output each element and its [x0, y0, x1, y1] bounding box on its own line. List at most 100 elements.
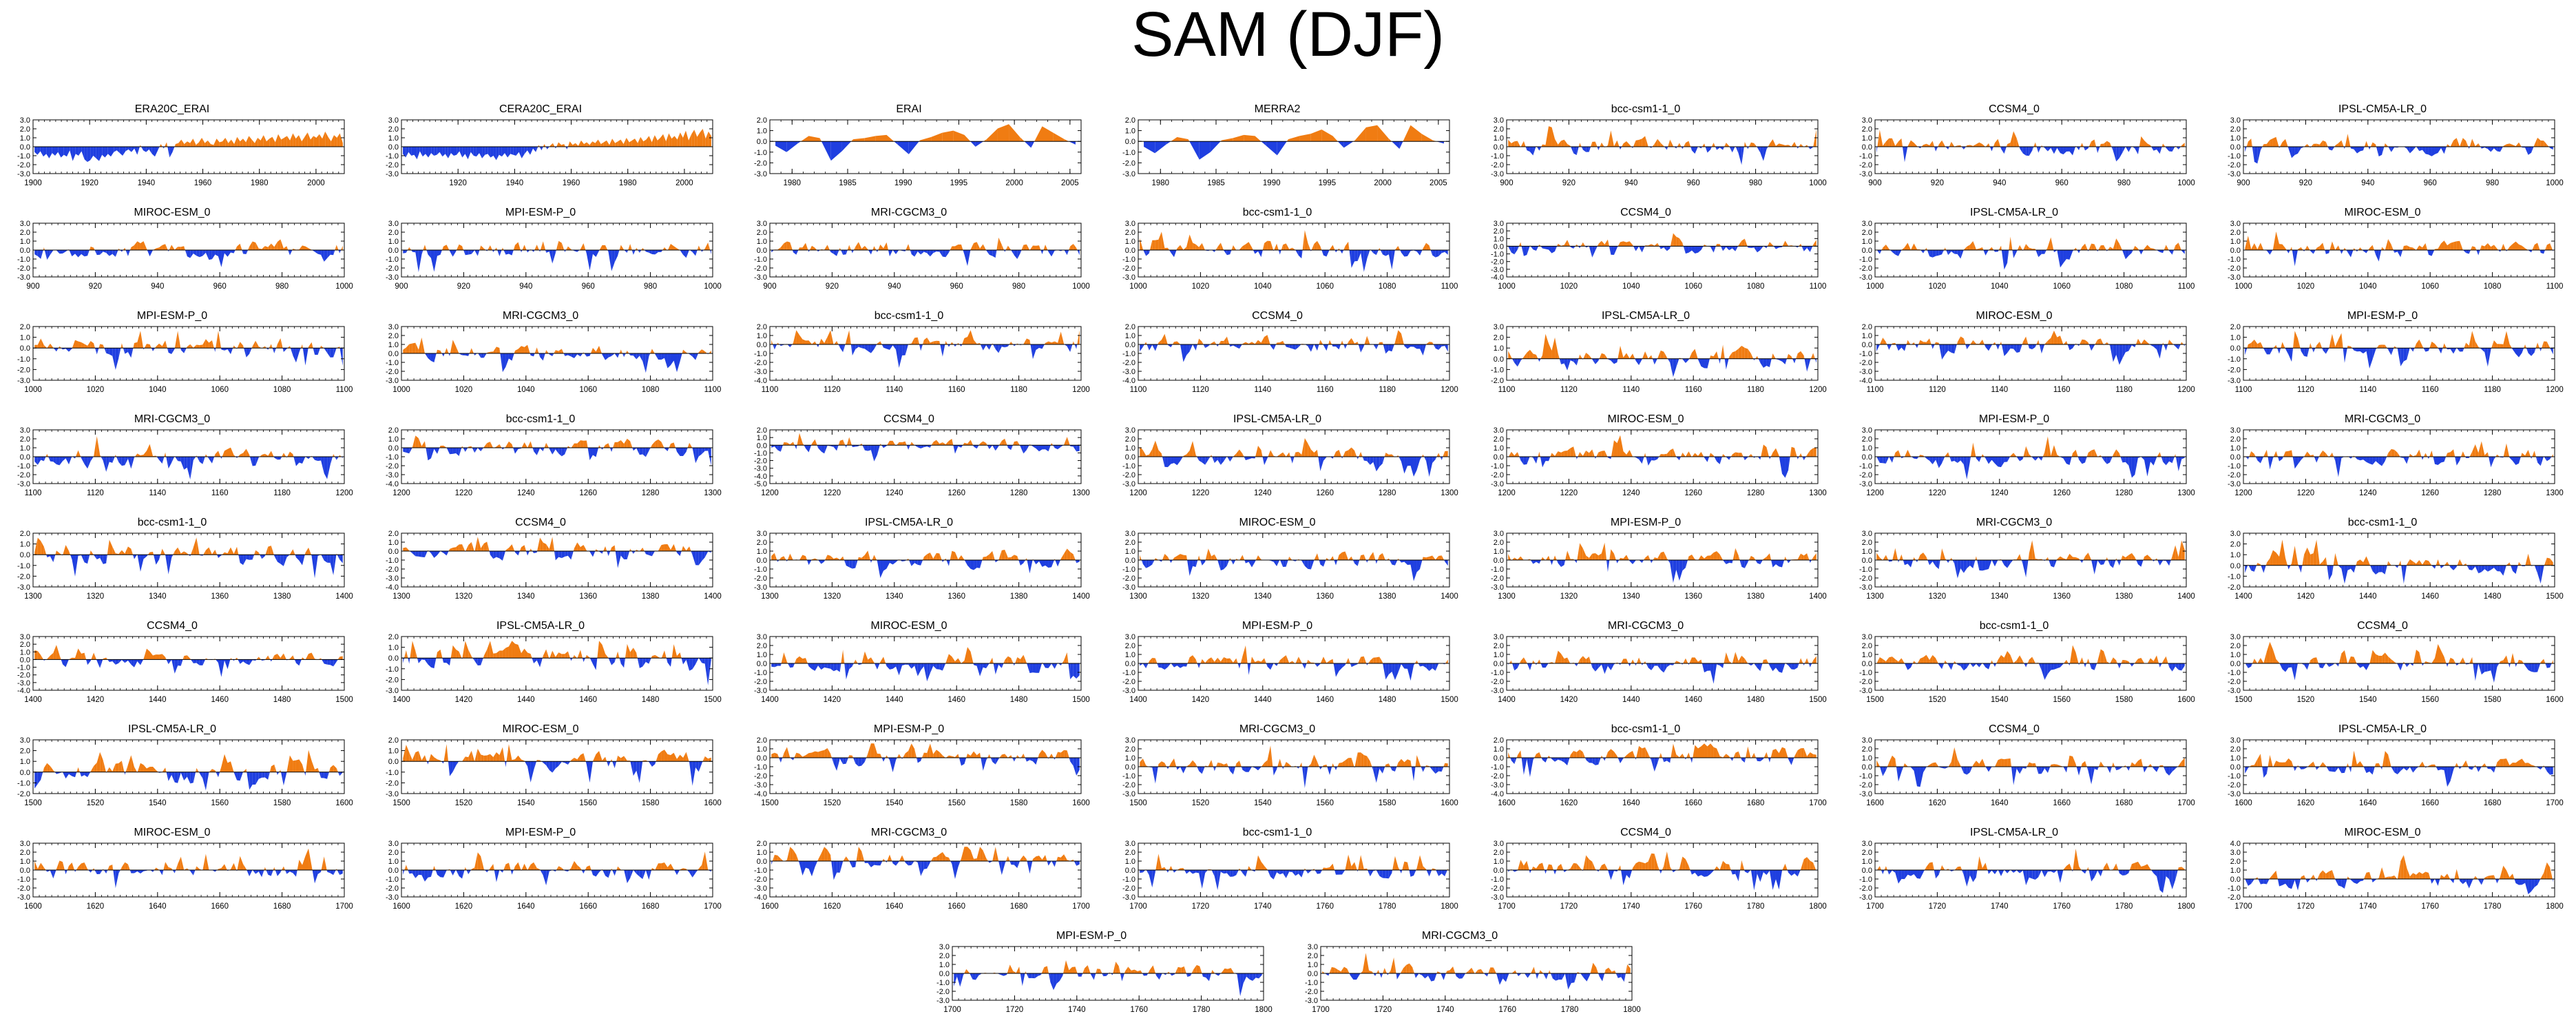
negative-area-segment	[468, 147, 471, 160]
y-tick-label: 0.0	[1862, 247, 1872, 255]
negative-area-segment	[2157, 147, 2160, 154]
negative-area-segment	[34, 250, 38, 256]
positive-area-segment	[1635, 139, 1640, 147]
negative-area-segment	[2444, 147, 2447, 154]
positive-area-segment	[228, 139, 231, 147]
negative-area-segment	[1766, 246, 1768, 249]
negative-area-segment	[2113, 147, 2117, 162]
negative-area-segment	[112, 348, 116, 371]
negative-area-segment	[339, 250, 342, 254]
positive-area-segment	[2080, 247, 2082, 250]
positive-area-segment	[830, 330, 834, 344]
negative-area-segment	[61, 147, 64, 158]
positive-area-segment	[2166, 245, 2169, 250]
negative-area-segment	[1551, 246, 1556, 254]
positive-area-segment	[242, 138, 247, 147]
x-tick-label: 1080	[642, 386, 660, 394]
negative-area-segment	[172, 147, 175, 152]
negative-area-segment	[457, 147, 460, 155]
positive-area-segment	[1511, 357, 1513, 359]
negative-area-segment	[2128, 147, 2132, 152]
negative-area-segment	[1932, 250, 1936, 258]
negative-area-segment	[2350, 147, 2354, 149]
positive-area-segment	[2503, 144, 2506, 147]
negative-area-segment	[892, 250, 897, 254]
negative-area-segment	[1014, 344, 1016, 347]
positive-area-segment	[2384, 143, 2385, 147]
positive-area-segment	[2537, 137, 2541, 147]
positive-area-segment	[567, 246, 572, 250]
negative-area-segment	[552, 250, 556, 264]
negative-area-segment	[1573, 246, 1575, 249]
positive-area-segment	[1979, 247, 1982, 250]
negative-area-segment	[143, 147, 147, 152]
positive-area-segment	[677, 248, 680, 250]
positive-area-segment	[673, 246, 678, 250]
negative-area-segment	[1233, 344, 1237, 348]
negative-area-segment	[428, 353, 431, 361]
positive-area-segment	[1676, 236, 1679, 247]
negative-area-segment	[1230, 250, 1232, 255]
positive-area-segment	[1222, 138, 1233, 142]
negative-area-segment	[2057, 250, 2060, 268]
negative-area-segment	[1070, 344, 1073, 353]
panel-title: MPI-ESM-P_0	[505, 207, 576, 218]
positive-area-segment	[240, 243, 242, 250]
positive-area-segment	[1549, 126, 1552, 147]
positive-area-segment	[1073, 341, 1075, 344]
negative-area-segment	[1373, 250, 1376, 256]
negative-area-segment	[989, 344, 992, 350]
negative-area-segment	[967, 250, 971, 267]
positive-area-segment	[1242, 342, 1246, 344]
positive-area-segment	[638, 136, 641, 147]
negative-area-segment	[75, 147, 79, 156]
y-tick-label: 0.0	[1494, 355, 1504, 364]
negative-area-segment	[283, 348, 287, 352]
negative-area-segment	[242, 250, 244, 254]
positive-area-segment	[1255, 136, 1261, 142]
negative-area-segment	[1757, 246, 1761, 253]
negative-area-segment	[2497, 147, 2500, 152]
positive-area-segment	[1158, 231, 1162, 250]
negative-area-segment	[1613, 358, 1617, 364]
positive-area-segment	[970, 242, 974, 250]
negative-area-segment	[2431, 250, 2435, 256]
positive-area-segment	[1738, 240, 1742, 247]
positive-area-segment	[1226, 336, 1230, 344]
negative-area-segment	[2001, 250, 2004, 270]
negative-area-segment	[2019, 147, 2020, 149]
positive-area-segment	[308, 342, 312, 349]
negative-area-segment	[667, 353, 671, 369]
negative-area-segment	[948, 250, 950, 253]
y-tick-label: 1.0	[757, 238, 767, 246]
negative-area-segment	[463, 250, 465, 256]
positive-area-segment	[1910, 243, 1914, 250]
chart-panel: MRI-CGCM3_0 3.0 2.0 1.0 0.0 -1.0 -2.0 -3.0 1000 1…	[368, 310, 721, 402]
positive-area-segment	[240, 342, 244, 349]
positive-area-segment	[149, 344, 151, 349]
x-tick-label: 1060	[1316, 282, 1334, 291]
positive-area-segment	[1332, 245, 1335, 250]
negative-area-segment	[585, 250, 587, 254]
positive-area-segment	[1545, 126, 1549, 147]
positive-area-segment	[2073, 247, 2076, 250]
negative-area-segment	[321, 250, 324, 262]
positive-area-segment	[641, 247, 643, 250]
negative-area-segment	[855, 344, 859, 349]
y-tick-label: -1.0	[2228, 256, 2241, 264]
positive-area-segment	[996, 237, 999, 250]
negative-area-segment	[947, 344, 949, 347]
positive-area-segment	[190, 344, 193, 349]
positive-area-segment	[1998, 245, 2002, 250]
positive-area-segment	[1729, 352, 1732, 359]
negative-area-segment	[468, 250, 472, 255]
positive-area-segment	[1394, 246, 1399, 250]
positive-area-segment	[289, 346, 291, 349]
positive-area-segment	[2366, 141, 2369, 147]
negative-area-segment	[530, 353, 534, 357]
positive-area-segment	[1788, 145, 1792, 147]
negative-area-segment	[2463, 250, 2467, 254]
negative-area-segment	[1414, 250, 1417, 252]
positive-area-segment	[274, 242, 278, 250]
positive-area-segment	[683, 349, 687, 353]
